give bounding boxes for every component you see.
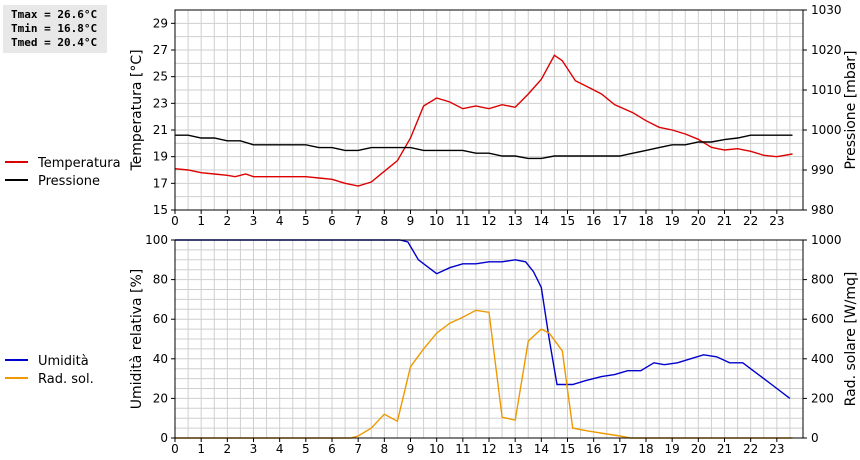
x-tick-label: 22	[743, 442, 758, 456]
y2-tick-label: 1000	[811, 123, 842, 137]
y-axis-title: Temperatura [°C]	[129, 49, 145, 171]
y-tick-label: 29	[153, 16, 168, 30]
y-tick-label: 60	[153, 312, 168, 326]
x-tick-label: 5	[302, 214, 310, 228]
x-tick-label: 15	[560, 214, 575, 228]
x-tick-label: 8	[381, 442, 389, 456]
x-tick-label: 19	[665, 214, 680, 228]
series-line-temperatura	[174, 54, 793, 187]
x-tick-label: 13	[508, 442, 523, 456]
x-tick-label: 20	[691, 442, 706, 456]
y2-tick-label: 200	[811, 391, 834, 405]
y-tick-label: 23	[153, 96, 168, 110]
y2-tick-label: 600	[811, 312, 834, 326]
x-tick-label: 16	[586, 214, 601, 228]
y-tick-label: 25	[153, 70, 168, 84]
y-tick-label: 100	[145, 233, 168, 247]
temperature-pressure-chart: 0 1 2 3 4 5 6 7 8 9 10 11 12 13 14 15 16 17 18 19 20 21 22 2315…	[129, 3, 859, 228]
series-line-umidit-	[175, 239, 791, 399]
series-line-rad-sol-	[175, 309, 793, 439]
x-tick-label: 3	[250, 214, 258, 228]
x-tick-label: 7	[354, 442, 362, 456]
series-line-pressione	[175, 134, 793, 160]
y-tick-label: 19	[153, 150, 168, 164]
x-tick-label: 20	[691, 214, 706, 228]
x-tick-label: 4	[276, 442, 284, 456]
y-tick-label: 17	[153, 176, 168, 190]
tmin-text: Tmin = 16.8°C	[11, 22, 98, 35]
x-tick-label: 5	[302, 442, 310, 456]
y2-tick-label: 0	[811, 431, 819, 445]
y2-tick-label: 1000	[811, 233, 842, 247]
x-tick-label: 4	[276, 214, 284, 228]
y-tick-label: 15	[153, 203, 168, 217]
y-tick-label: 21	[153, 123, 168, 137]
y2-tick-label: 980	[811, 203, 834, 217]
x-tick-label: 1	[197, 214, 205, 228]
x-tick-label: 17	[612, 214, 627, 228]
x-tick-label: 9	[407, 214, 415, 228]
tmed-text: Tmed = 20.4°C	[11, 36, 98, 49]
y-tick-label: 27	[153, 43, 168, 57]
x-tick-label: 10	[429, 214, 444, 228]
humidity-radiation-chart: 0 1 2 3 4 5 6 7 8 9 10 11 12 13 14 15 16 17 18 19 20 21 22 2302…	[129, 233, 859, 456]
x-tick-label: 15	[560, 442, 575, 456]
legend-label: Pressione	[38, 174, 100, 189]
y2-tick-label: 800	[811, 273, 834, 287]
legend-label: Temperatura	[37, 156, 121, 171]
x-tick-label: 21	[717, 214, 732, 228]
x-tick-label: 14	[534, 442, 549, 456]
y-tick-label: 0	[160, 431, 168, 445]
humidity-radiation-legend: Umidità Rad. sol.	[5, 354, 94, 387]
x-tick-label: 1	[197, 442, 205, 456]
x-tick-label: 10	[429, 442, 444, 456]
temperature-pressure-legend: Temperatura Pressione	[5, 156, 121, 189]
y-tick-label: 40	[153, 352, 168, 366]
x-tick-label: 0	[171, 214, 179, 228]
y2-axis-title: Pressione [mbar]	[843, 50, 859, 169]
x-tick-label: 12	[481, 214, 496, 228]
y-tick-label: 80	[153, 273, 168, 287]
x-tick-label: 23	[769, 214, 784, 228]
x-tick-label: 18	[638, 214, 653, 228]
tmax-text: Tmax = 26.6°C	[11, 8, 98, 21]
legend-label: Rad. sol.	[38, 372, 94, 387]
stats-box: Tmax = 26.6°C Tmin = 16.8°C Tmed = 20.4°…	[3, 5, 107, 53]
x-tick-label: 2	[224, 214, 232, 228]
x-tick-label: 17	[612, 442, 627, 456]
x-tick-label: 9	[407, 442, 415, 456]
x-tick-label: 19	[665, 442, 680, 456]
y2-tick-label: 1010	[811, 83, 842, 97]
y-axis-title: Umidità relativa [%]	[129, 269, 145, 410]
x-tick-label: 18	[638, 442, 653, 456]
y2-axis-title: Rad. solare [W/mq]	[843, 272, 859, 407]
x-tick-label: 7	[354, 214, 362, 228]
y2-tick-label: 990	[811, 163, 834, 177]
y2-tick-label: 400	[811, 352, 834, 366]
x-tick-label: 22	[743, 214, 758, 228]
x-tick-label: 8	[381, 214, 389, 228]
x-tick-label: 3	[250, 442, 258, 456]
x-tick-label: 12	[481, 442, 496, 456]
x-tick-label: 0	[171, 442, 179, 456]
y2-tick-label: 1030	[811, 3, 842, 17]
x-tick-label: 23	[769, 442, 784, 456]
x-tick-label: 14	[534, 214, 549, 228]
x-tick-label: 11	[455, 214, 470, 228]
y-tick-label: 20	[153, 391, 168, 405]
x-tick-label: 6	[328, 442, 336, 456]
x-tick-label: 13	[508, 214, 523, 228]
x-tick-label: 21	[717, 442, 732, 456]
x-tick-label: 2	[224, 442, 232, 456]
x-tick-label: 6	[328, 214, 336, 228]
legend-label: Umidità	[38, 354, 89, 369]
x-tick-label: 16	[586, 442, 601, 456]
y2-tick-label: 1020	[811, 43, 842, 57]
x-tick-label: 11	[455, 442, 470, 456]
